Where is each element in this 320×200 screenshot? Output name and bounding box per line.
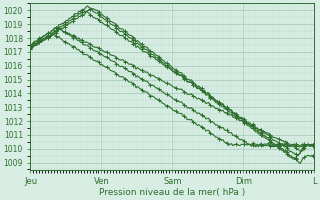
X-axis label: Pression niveau de la mer( hPa ): Pression niveau de la mer( hPa ) — [99, 188, 245, 197]
